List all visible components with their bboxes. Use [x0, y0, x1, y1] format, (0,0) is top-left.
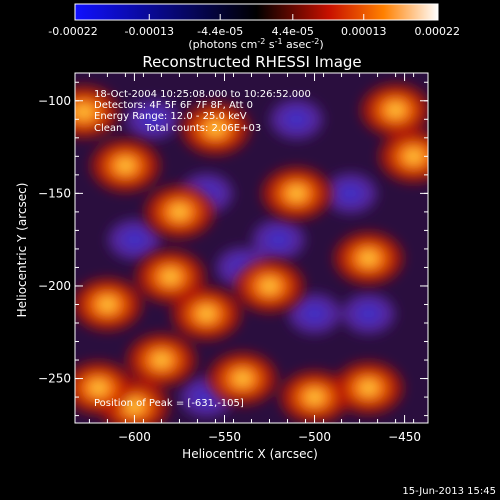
hot-spot-core-12 [287, 186, 306, 201]
heatmap-image [75, 73, 428, 423]
x-tick-label-2: −500 [298, 430, 331, 444]
hot-spot-core-0 [75, 104, 94, 119]
chart-title: Reconstructed RHESSI Image [142, 53, 361, 71]
cool-core-5 [140, 110, 165, 129]
colorbar-unit: (photons cm-2 s-1 asec-2) [188, 37, 323, 51]
detectors: Detectors: 4F 5F 6F 7F 8F, Att 0 [94, 100, 253, 111]
hot-spot-core-11 [359, 251, 378, 266]
hot-spot-core-3 [161, 269, 180, 284]
cool-core-8 [122, 230, 147, 249]
colorbar-tick-label-2: -4.4e-05 [197, 25, 243, 38]
y-tick-label-0: −100 [38, 94, 71, 108]
hot-spot-core-4 [152, 353, 171, 368]
cool-core-9 [194, 388, 219, 407]
y-tick-label-2: −200 [38, 279, 71, 293]
y-tick-label-1: −150 [38, 186, 71, 200]
cool-core-6 [284, 110, 309, 129]
y-tick-label-3: −250 [38, 372, 71, 386]
x-tick-label-3: −450 [388, 430, 421, 444]
x-tick-label-1: −550 [208, 430, 241, 444]
hot-spot-core-10 [386, 103, 405, 118]
colorbar-tick-label-3: 4.4e-05 [272, 25, 314, 38]
x-axis-label: Heliocentric X (arcsec) [182, 447, 318, 461]
hot-spot-core-17 [89, 380, 108, 395]
footer-date: 15-Jun-2013 15:45 [402, 486, 496, 497]
cool-core-4 [356, 304, 381, 323]
x-axis-ticks: −600 −550 −500 −450 [88, 73, 421, 444]
colorbar-tick-label-5: 0.00022 [415, 25, 461, 38]
hot-spot-core-5 [98, 297, 117, 312]
hot-spot-core-9 [404, 149, 423, 164]
hot-spot-core-1 [116, 158, 135, 173]
colorbar-tick-label-0: -0.00022 [48, 25, 97, 38]
hot-spot-core-14 [125, 399, 144, 414]
hot-spot-core-7 [233, 371, 252, 386]
cool-core-1 [266, 230, 291, 249]
hot-spot-core-6 [197, 306, 216, 321]
y-axis-ticks: −100 −150 −200 −250 [38, 81, 428, 417]
hot-spot-core-15 [359, 380, 378, 395]
cool-core-2 [302, 304, 327, 323]
hot-spot-core-16 [260, 278, 279, 293]
colorbar-tick-label-4: 0.00013 [341, 25, 387, 38]
hot-spot-core-13 [206, 121, 225, 136]
total-counts: Total counts: 2.06E+03 [144, 123, 261, 134]
hot-spot-core-2 [170, 204, 189, 219]
hot-regions [75, 84, 428, 423]
energy-range: Energy Range: 12.0 - 25.0 keV [94, 111, 247, 122]
cool-core-7 [338, 184, 363, 203]
peak-position: Position of Peak = [-631,-105] [94, 398, 244, 409]
colorbar-ticks: -0.00022 -0.00013 -4.4e-05 4.4e-05 0.00013 0.… [48, 14, 460, 38]
colorbar [74, 3, 439, 21]
hot-spot-core-8 [305, 390, 324, 405]
x-tick-label-0: −600 [118, 430, 151, 444]
y-axis-label: Heliocentric Y (arcsec) [15, 183, 29, 318]
colorbar-tick-label-1: -0.00013 [125, 25, 174, 38]
time-range: 18-Oct-2004 10:25:08.000 to 10:26:52.000 [94, 89, 311, 100]
clean-label: Clean [94, 123, 122, 134]
